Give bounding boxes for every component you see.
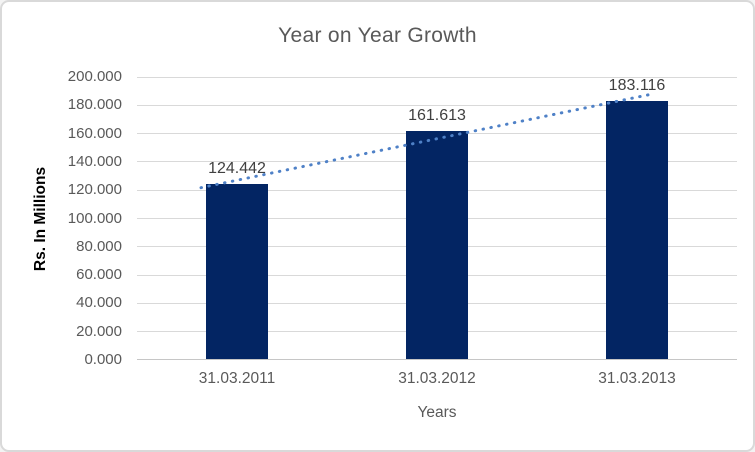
- y-axis-tick-label: 140.000: [67, 152, 122, 170]
- bar-value-label: 161.613: [408, 107, 466, 125]
- y-axis-tick-label: 180.000: [67, 96, 122, 114]
- bar: [606, 100, 668, 360]
- x-axis-title: Years: [417, 404, 457, 421]
- bar-value-label: 183.116: [608, 76, 666, 94]
- bar: [206, 183, 268, 360]
- x-axis-line: [137, 359, 737, 360]
- y-axis-tick-label: 200.000: [67, 68, 122, 85]
- y-axis-tick-label: 20.000: [76, 322, 122, 340]
- y-axis-tick-label: 120.000: [67, 181, 122, 199]
- x-axis-category-label: 31.03.2011: [198, 370, 276, 387]
- gridline: [137, 104, 737, 106]
- y-axis-tick-label: 80.000: [76, 237, 122, 255]
- x-axis-category-label: 31.03.2012: [398, 370, 476, 387]
- bar-value-label: 124.442: [208, 159, 266, 177]
- y-axis-tick-label: 160.000: [67, 124, 122, 142]
- y-axis-tick-label: 0.000: [84, 351, 122, 368]
- chart-title: Year on Year Growth: [278, 24, 477, 47]
- x-axis-category-label: 31.03.2013: [598, 370, 676, 387]
- plot-area: [137, 76, 737, 360]
- gridline: [137, 76, 737, 78]
- bar: [406, 131, 468, 360]
- y-axis-tick-label: 60.000: [76, 266, 122, 284]
- trendline-path: [199, 92, 655, 190]
- trendline: [199, 92, 655, 190]
- y-axis-tick-label: 40.000: [76, 294, 122, 312]
- y-axis-tick-label: 100.000: [67, 209, 122, 227]
